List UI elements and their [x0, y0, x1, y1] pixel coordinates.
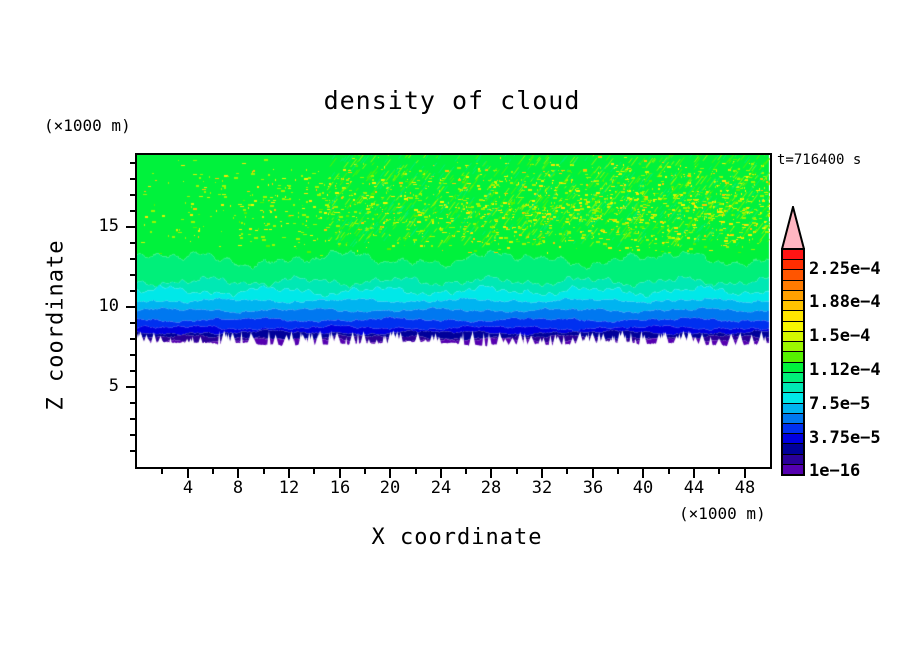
y-axis-title: Z coordinate	[43, 239, 69, 411]
x-tick-label: 28	[480, 478, 502, 498]
y-minor-tick	[130, 258, 135, 260]
x-minor-tick	[566, 469, 568, 474]
y-minor-tick	[130, 338, 135, 340]
colorbar-band	[783, 280, 803, 291]
colorbar-tick-label: 1.88e−4	[809, 292, 881, 312]
y-axis-unit-note: (×1000 m)	[44, 116, 131, 135]
x-minor-tick	[516, 469, 518, 474]
x-major-tick	[237, 469, 239, 478]
y-minor-tick	[130, 290, 135, 292]
colorbar-band	[783, 260, 803, 271]
colorbar-tick-label: 7.5e−5	[809, 394, 871, 414]
colorbar-bands	[781, 248, 805, 476]
x-tick-label: 24	[430, 478, 452, 498]
x-tick-label: 8	[232, 478, 244, 498]
colorbar-band	[783, 413, 803, 424]
colorbar-band	[783, 383, 803, 394]
y-major-tick	[126, 386, 135, 388]
y-minor-tick	[130, 322, 135, 324]
x-tick-label: 12	[278, 478, 300, 498]
x-axis-title: X coordinate	[371, 525, 543, 550]
colorbar-band	[783, 423, 803, 435]
y-minor-tick	[130, 370, 135, 372]
colorbar-band	[783, 290, 803, 302]
x-major-tick	[389, 469, 391, 478]
y-minor-tick	[130, 274, 135, 276]
x-tick-label: 16	[329, 478, 351, 498]
x-major-tick	[187, 469, 189, 478]
contour-field	[137, 155, 770, 467]
x-major-tick	[541, 469, 543, 478]
colorbar-arrow-icon	[781, 206, 805, 250]
y-minor-tick	[130, 354, 135, 356]
x-minor-tick	[415, 469, 417, 474]
y-minor-tick	[130, 450, 135, 452]
plot-area	[137, 155, 770, 467]
x-major-tick	[490, 469, 492, 478]
colorbar-band	[783, 372, 803, 384]
colorbar	[781, 206, 805, 476]
page-title: density of cloud	[323, 86, 581, 115]
x-tick-label: 44	[683, 478, 705, 498]
x-minor-tick	[161, 469, 163, 474]
x-minor-tick	[364, 469, 366, 474]
colorbar-band	[783, 321, 803, 332]
y-minor-tick	[130, 434, 135, 436]
colorbar-tick-label: 1.5e−4	[809, 326, 871, 346]
y-minor-tick	[130, 418, 135, 420]
x-tick-label: 20	[379, 478, 401, 498]
y-minor-tick	[130, 242, 135, 244]
x-axis-unit-note: (×1000 m)	[679, 504, 766, 523]
colorbar-band	[783, 250, 803, 261]
x-tick-label: 32	[531, 478, 553, 498]
x-major-tick	[592, 469, 594, 478]
x-minor-tick	[668, 469, 670, 474]
x-tick-label: 48	[734, 478, 756, 498]
y-major-tick	[126, 306, 135, 308]
x-major-tick	[288, 469, 290, 478]
colorbar-tick-label: 2.25e−4	[809, 259, 881, 279]
colorbar-band	[783, 403, 803, 414]
timestamp-annotation: t=716400 s	[777, 152, 862, 168]
colorbar-band	[783, 444, 803, 455]
y-minor-tick	[130, 178, 135, 180]
colorbar-band	[783, 434, 803, 445]
x-major-tick	[440, 469, 442, 478]
colorbar-tick-label: 1.12e−4	[809, 360, 881, 380]
x-major-tick	[339, 469, 341, 478]
y-tick-label: 10	[98, 296, 119, 316]
x-minor-tick	[313, 469, 315, 474]
y-minor-tick	[130, 402, 135, 404]
x-minor-tick	[263, 469, 265, 474]
colorbar-band	[783, 393, 803, 404]
colorbar-band	[783, 342, 803, 353]
x-major-tick	[642, 469, 644, 478]
colorbar-band	[783, 454, 803, 465]
y-minor-tick	[130, 210, 135, 212]
x-minor-tick	[212, 469, 214, 474]
colorbar-band	[783, 362, 803, 373]
y-minor-tick	[130, 194, 135, 196]
x-major-tick	[744, 469, 746, 478]
colorbar-tick-label: 1e−16	[809, 461, 861, 481]
y-tick-label: 15	[98, 216, 119, 236]
y-tick-label: 5	[108, 376, 119, 396]
x-minor-tick	[465, 469, 467, 474]
x-major-tick	[693, 469, 695, 478]
y-major-tick	[126, 226, 135, 228]
colorbar-band	[783, 270, 803, 281]
x-tick-label: 4	[182, 478, 194, 498]
x-minor-tick	[617, 469, 619, 474]
colorbar-band	[783, 352, 803, 363]
colorbar-band	[783, 301, 803, 312]
colorbar-band	[783, 331, 803, 343]
y-minor-tick	[130, 162, 135, 164]
colorbar-band	[783, 464, 803, 475]
colorbar-band	[783, 311, 803, 322]
x-tick-label: 36	[582, 478, 604, 498]
x-tick-label: 40	[632, 478, 654, 498]
colorbar-tick-label: 3.75e−5	[809, 428, 881, 448]
x-minor-tick	[718, 469, 720, 474]
